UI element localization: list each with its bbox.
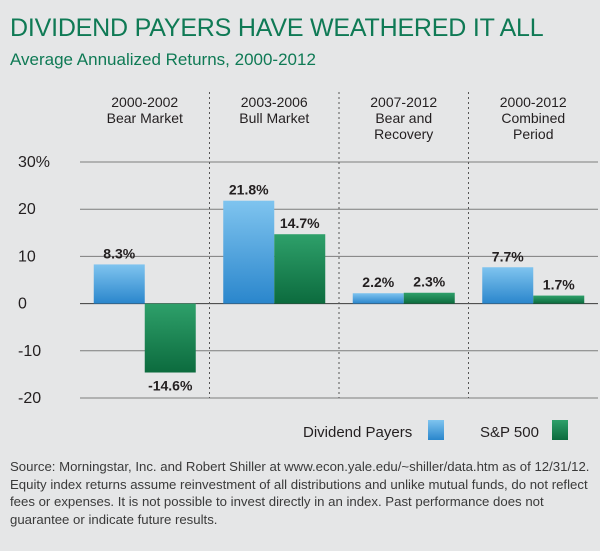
y-tick-label: -10 (18, 343, 41, 360)
legend-label-dividend-payers: Dividend Payers (303, 424, 413, 441)
bar-sp500 (144, 303, 196, 373)
data-labels: 8.3% -14.6% 21.8% 14.7% 2.2% 2.3% 7.7% 1.7% (103, 182, 575, 394)
legend-swatch-sp500 (552, 420, 568, 440)
bar-dividend-payers (352, 293, 404, 304)
period-label: Bear Market (107, 110, 183, 126)
period-label: 2000-2002 (111, 94, 178, 110)
source-note: Source: Morningstar, Inc. and Robert Shi… (10, 459, 590, 527)
chart-subtitle: Average Annualized Returns, 2000-2012 (10, 50, 316, 69)
legend-swatch-dividend-payers (428, 420, 444, 440)
data-label: 7.7% (492, 248, 524, 264)
data-label: -14.6% (148, 378, 193, 394)
data-label: 2.2% (362, 274, 394, 290)
data-label: 21.8% (229, 182, 269, 198)
bars (93, 200, 585, 373)
period-label: 2007-2012 (370, 94, 437, 110)
period-label: 2000-2012 (500, 94, 567, 110)
bar-dividend-payers (482, 267, 534, 304)
period-dividers (209, 92, 469, 398)
period-label: Bear and (375, 110, 432, 126)
y-axis-ticks: 30% 20 10 0 -10 -20 (18, 154, 50, 407)
legend-label-sp500: S&P 500 (480, 424, 539, 441)
period-label: Bull Market (239, 110, 309, 126)
period-label: Combined (501, 110, 565, 126)
y-tick-label: 0 (18, 296, 27, 313)
y-tick-label: 10 (18, 248, 36, 265)
bar-sp500 (274, 234, 326, 304)
data-label: 14.7% (280, 215, 320, 231)
bar-dividend-payers (93, 264, 145, 304)
period-label: 2003-2006 (241, 94, 308, 110)
bar-sp500 (533, 295, 585, 304)
bar-dividend-payers (223, 200, 275, 304)
data-label: 8.3% (103, 245, 135, 261)
y-tick-label: -20 (18, 390, 41, 407)
data-label: 1.7% (543, 277, 575, 293)
y-tick-label: 30% (18, 154, 50, 171)
y-tick-label: 20 (18, 201, 36, 218)
period-label: Recovery (374, 126, 433, 142)
bar-sp500 (403, 292, 455, 304)
data-label: 2.3% (413, 274, 445, 290)
period-label: Period (513, 126, 553, 142)
chart-title: DIVIDEND PAYERS HAVE WEATHERED IT ALL (10, 14, 544, 42)
